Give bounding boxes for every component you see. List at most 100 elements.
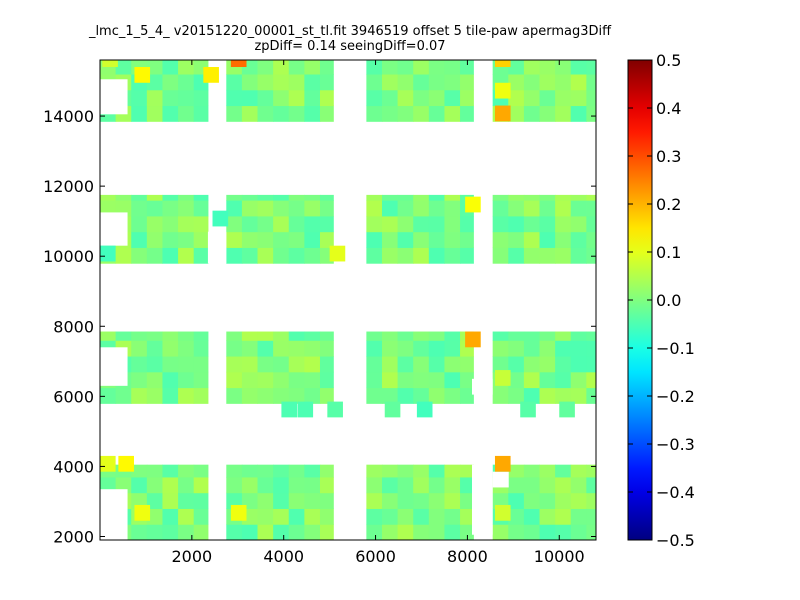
heatmap-cell (162, 508, 179, 525)
heatmap-cell (444, 331, 461, 341)
heatmap-cell (273, 89, 290, 107)
heatmap-cell (397, 476, 414, 494)
heatmap-cell (555, 247, 572, 264)
heatmap-cell (178, 215, 195, 233)
heatmap-cell (257, 524, 274, 540)
heatmap-cell (178, 492, 195, 509)
heatmap-cell (193, 105, 209, 122)
heatmap-cell (570, 215, 587, 233)
heatmap-cell (381, 464, 399, 478)
heatmap-cell (428, 231, 445, 248)
heatmap-cell (523, 476, 541, 494)
heatmap-cell (397, 105, 414, 122)
heatmap-cell (586, 476, 596, 494)
heatmap-cell (102, 60, 118, 68)
heatmap-cell (397, 387, 414, 404)
heatmap-cell (381, 387, 399, 404)
heatmap-cell (327, 401, 343, 418)
heatmap-cell (241, 200, 259, 217)
heatmap-cell (193, 508, 209, 525)
heatmap-cell (319, 464, 334, 478)
heatmap-cell (539, 492, 556, 509)
heatmap-cell (586, 200, 596, 217)
heatmap-cell (413, 247, 430, 264)
heatmap-cell (416, 401, 433, 418)
heatmap-cell (304, 194, 321, 201)
heatmap-cell (413, 508, 430, 525)
heatmap-cell (460, 60, 474, 75)
heatmap-cell (586, 508, 596, 525)
heatmap-cell (241, 74, 259, 91)
heatmap-cell (366, 247, 383, 264)
heatmap-cell (539, 231, 556, 248)
empty-region (492, 471, 509, 488)
heatmap-cell (460, 356, 474, 373)
heatmap-cell (146, 387, 163, 404)
heatmap-cell (131, 476, 148, 494)
heatmap-cell (397, 371, 414, 389)
heatmap-cell (397, 74, 414, 91)
heatmap-cell (413, 464, 430, 478)
heatmap-cell (397, 464, 414, 478)
heatmap-cell (178, 105, 195, 122)
heatmap-cell (586, 340, 596, 357)
heatmap-cell (193, 340, 209, 357)
heatmap-cell (304, 89, 321, 107)
heatmap-cell (131, 247, 148, 264)
heatmap-cell (508, 371, 525, 389)
heatmap-cell (570, 356, 587, 373)
heatmap-cell (100, 331, 117, 341)
chart-title: _lmc_1_5_4_ v20151220_00001_st_tl.fit 39… (88, 24, 612, 39)
heatmap-cell (319, 524, 334, 540)
heatmap-cell (273, 340, 290, 357)
heatmap-cell (465, 331, 481, 348)
heatmap-cell (273, 247, 290, 264)
heatmap-cell (178, 74, 195, 91)
heatmap-cell (193, 356, 209, 373)
heatmap-cell (178, 356, 195, 373)
heatmap-cell (162, 231, 179, 248)
heatmap-cell (100, 245, 116, 262)
heatmap-cell (559, 401, 575, 418)
heatmap-cell (241, 247, 259, 264)
heatmap-cell (241, 492, 259, 509)
heatmap-cell (444, 215, 461, 233)
heatmap-cell (428, 105, 445, 122)
heatmap-cell (444, 231, 461, 248)
heatmap-cell (570, 105, 587, 122)
heatmap-cell (118, 455, 134, 472)
heatmap-cell (381, 194, 399, 201)
heatmap-cell (508, 331, 525, 341)
heatmap-cell (257, 247, 274, 264)
heatmap-cell (460, 247, 474, 264)
heatmap-cell (539, 89, 556, 107)
heatmap-cell (539, 524, 556, 540)
heatmap-cell (273, 476, 290, 494)
heatmap-cell (413, 194, 430, 201)
heatmap-cell (444, 464, 461, 478)
heatmap-cell (115, 387, 132, 404)
heatmap-cell (146, 200, 163, 217)
heatmap-cell (366, 371, 383, 389)
heatmap-cell (257, 464, 274, 478)
heatmap-cell (241, 105, 259, 122)
heatmap-cell (178, 387, 195, 404)
heatmap-cell (146, 247, 163, 264)
heatmap-cell (241, 524, 259, 540)
heatmap-cell (178, 464, 195, 478)
heatmap-cell (178, 60, 195, 75)
colorbar-tick-label: 0.4 (656, 99, 681, 118)
heatmap-cell (131, 387, 148, 404)
heatmap-cell (134, 504, 151, 521)
heatmap-cell (146, 464, 163, 478)
heatmap-cell (241, 215, 259, 233)
heatmap-cell (508, 340, 525, 357)
heatmap-cell (539, 387, 556, 404)
heatmap-cell (304, 247, 321, 264)
heatmap-cell (570, 74, 587, 91)
heatmap-cell (508, 356, 525, 373)
heatmap-cell (555, 371, 572, 389)
heatmap-cell (523, 194, 541, 201)
heatmap-cell (288, 215, 305, 233)
heatmap-cell (288, 105, 305, 122)
